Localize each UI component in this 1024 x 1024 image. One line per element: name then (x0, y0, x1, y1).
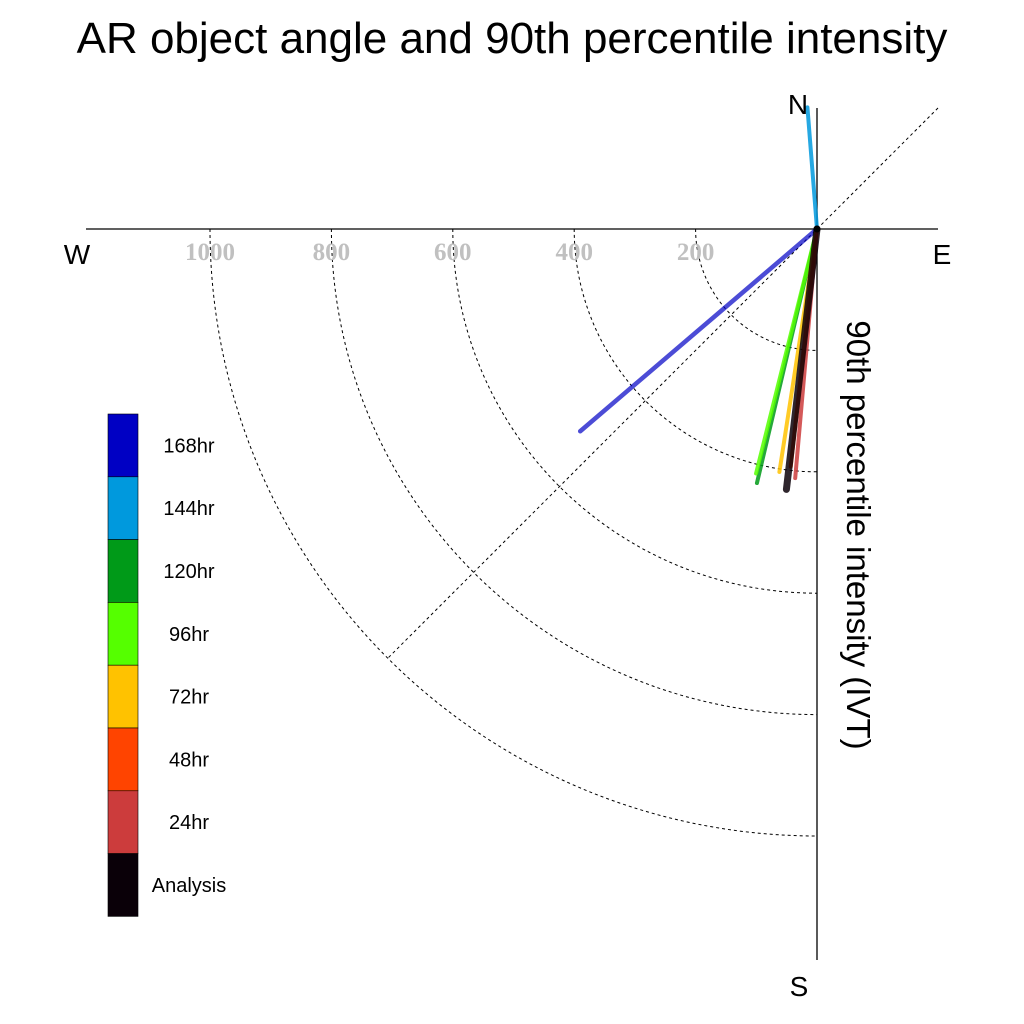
vector-168hr (577, 226, 820, 434)
legend-label: 48hr (169, 749, 209, 771)
legend-label: 144hr (163, 498, 214, 520)
radial-tick-label: 200 (677, 239, 715, 266)
legend-swatch-analysis (107, 853, 139, 917)
legend-label: Analysis (152, 875, 226, 897)
radial-arc-200 (695, 228, 818, 351)
radial-tick-label: 400 (555, 239, 593, 266)
radial-tick-label: 1000 (185, 239, 235, 266)
radial-arc-600 (452, 228, 818, 594)
legend-swatch-96hr (107, 602, 139, 666)
diagonal-guide (387, 107, 939, 659)
radial-arc-1000 (209, 228, 818, 837)
legend-swatch-120hr (107, 539, 139, 603)
vector-96hr (754, 227, 819, 476)
legend-label: 168hr (163, 435, 214, 457)
legend-swatch-144hr (107, 476, 139, 540)
direction-south: S (790, 971, 809, 1002)
radial-tick-labels: 200 400 600 800 1000 (185, 239, 714, 266)
legend-swatch-72hr (107, 664, 139, 729)
origin-marker (813, 225, 821, 233)
radial-tick-label: 600 (434, 239, 472, 266)
series-vectors (577, 105, 821, 493)
radial-tick-label: 800 (313, 239, 351, 266)
legend-label: 96hr (169, 624, 209, 646)
legend-label: 120hr (163, 561, 214, 583)
legend-swatch-24hr (107, 790, 139, 854)
legend-swatch-168hr (107, 413, 139, 478)
direction-east: E (933, 239, 952, 270)
radial-arc-800 (330, 228, 818, 716)
legend-label: 24hr (169, 812, 209, 834)
vector-analysis (782, 225, 821, 493)
direction-west: W (64, 239, 91, 270)
vector-144hr (805, 105, 819, 231)
legend: 168hr 144hr 120hr 96hr 72hr 48hr 24hr Analysis (107, 413, 226, 917)
direction-north: N (788, 89, 808, 120)
legend-label: 72hr (169, 687, 209, 709)
y-axis-label: 90th percentile intensity (IVT) (840, 320, 877, 750)
page-title: AR object angle and 90th percentile inte… (76, 14, 948, 63)
legend-swatch-48hr (107, 727, 139, 792)
